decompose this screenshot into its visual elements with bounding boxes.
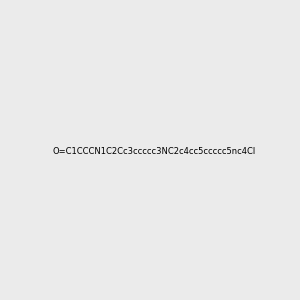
Text: O=C1CCCN1C2Cc3ccccc3NC2c4cc5ccccc5nc4Cl: O=C1CCCN1C2Cc3ccccc3NC2c4cc5ccccc5nc4Cl bbox=[52, 147, 255, 156]
